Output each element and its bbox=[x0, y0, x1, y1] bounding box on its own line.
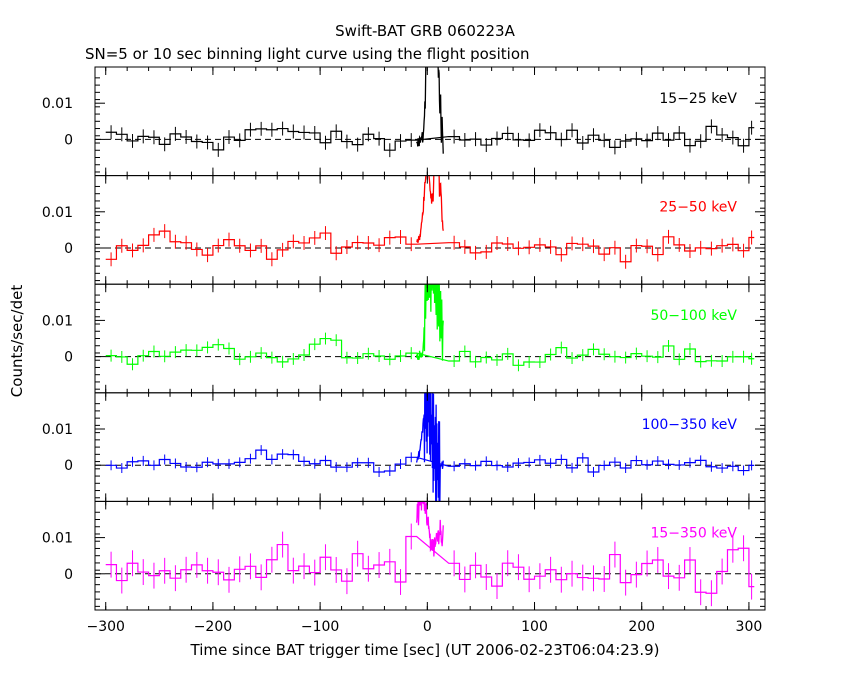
series-label: 15−25 keV bbox=[659, 91, 737, 107]
panel-3-series bbox=[95, 392, 765, 502]
x-tick-label: −100 bbox=[301, 619, 339, 635]
panel-4-burst-series bbox=[415, 501, 444, 557]
x-tick-label: 200 bbox=[628, 619, 655, 635]
panel-0-series bbox=[95, 67, 765, 158]
panel-0-binned-series bbox=[105, 125, 755, 151]
panel-1-burst-series bbox=[416, 175, 444, 243]
series-label: 50−100 keV bbox=[650, 308, 737, 324]
series-label: 100−350 keV bbox=[642, 417, 738, 433]
panel-2-series bbox=[95, 284, 765, 372]
y-tick-label: 0 bbox=[64, 567, 73, 583]
panels-group: 0.01 0 15−25 keV 0.01 0 25−50 keV 0.01 0 50−100 … bbox=[42, 66, 766, 635]
x-axis-label: Time since BAT trigger time [sec] (UT 20… bbox=[190, 641, 660, 659]
y-axis-label: Counts/sec/det bbox=[8, 285, 26, 398]
panel-1-binned-series bbox=[105, 230, 755, 263]
x-tick-label: 0 bbox=[423, 619, 432, 635]
x-tick-label: −200 bbox=[194, 619, 232, 635]
panel-2-frame bbox=[94, 283, 766, 394]
y-tick-label: 0.01 bbox=[42, 313, 73, 329]
panel-4-frame bbox=[94, 500, 766, 611]
panel-2-binned-series bbox=[105, 337, 755, 366]
y-tick-label: 0.01 bbox=[42, 205, 73, 221]
panel-1-series bbox=[95, 175, 765, 269]
y-tick-label: 0.01 bbox=[42, 96, 73, 112]
series-label: 15−350 keV bbox=[650, 525, 737, 541]
panel-0-burst-series bbox=[416, 67, 444, 154]
x-tick-label: 100 bbox=[521, 619, 548, 635]
y-tick-label: 0 bbox=[64, 458, 73, 474]
chart-subtitle: SN=5 or 10 sec binning light curve using… bbox=[85, 45, 530, 63]
panel-3-burst-series bbox=[415, 392, 444, 502]
panel-0-frame bbox=[94, 66, 766, 177]
chart-title: Swift-BAT GRB 060223A bbox=[335, 22, 515, 40]
panel-4-series bbox=[95, 501, 765, 607]
panel-2-burst-series bbox=[415, 284, 444, 361]
y-tick-label: 0 bbox=[64, 241, 73, 257]
y-tick-label: 0.01 bbox=[42, 422, 73, 438]
y-tick-label: 0.01 bbox=[42, 531, 73, 547]
series-label: 25−50 keV bbox=[659, 200, 737, 216]
y-tick-label: 0 bbox=[64, 132, 73, 148]
y-tick-label: 0 bbox=[64, 350, 73, 366]
x-tick-label: −300 bbox=[86, 619, 124, 635]
x-tick-label: 300 bbox=[736, 619, 763, 635]
